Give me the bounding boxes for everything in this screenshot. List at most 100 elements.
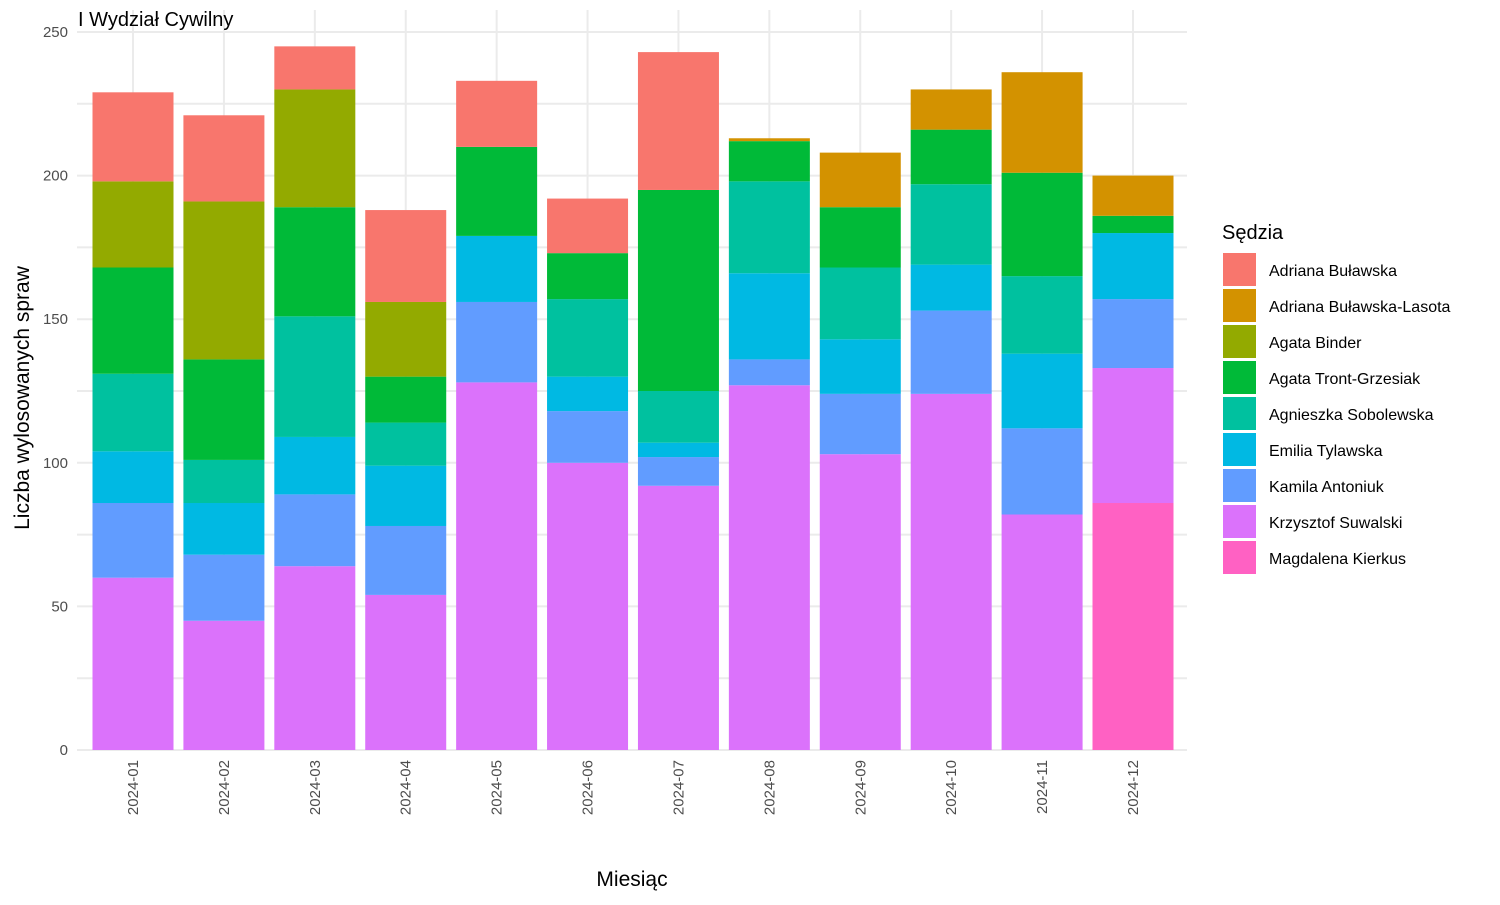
bar-segment <box>819 393 901 455</box>
bar-segment <box>365 210 447 302</box>
x-tick-label: 2024-04 <box>398 760 415 815</box>
bar-segment <box>365 422 447 466</box>
bar-segment <box>1001 72 1083 173</box>
x-tick-label: 2024-12 <box>1125 760 1142 815</box>
bar-segment <box>365 594 447 750</box>
bar-segment <box>365 376 447 423</box>
bar-segment <box>274 316 356 437</box>
bar-segment <box>1092 503 1174 750</box>
x-tick-label: 2024-08 <box>761 760 778 815</box>
bar-segment <box>183 503 265 555</box>
bar-segment <box>1001 353 1083 429</box>
bar-segment <box>819 152 901 208</box>
x-tick-label: 2024-02 <box>216 760 233 815</box>
bar-segment <box>910 310 992 394</box>
bar-segment <box>547 462 629 750</box>
bar-segment <box>274 207 356 317</box>
bar-segment <box>274 566 356 750</box>
legend-label: Adriana Buławska <box>1269 263 1397 280</box>
bar-segment <box>274 46 356 90</box>
bar-segment <box>728 359 810 386</box>
bar-segment <box>1001 276 1083 354</box>
y-tick-label: 150 <box>43 311 68 328</box>
y-axis-title: Liczba wylosowanych spraw <box>11 265 34 530</box>
bar-segment <box>1092 215 1174 234</box>
bar-segment <box>819 207 901 268</box>
bar-segment <box>1092 233 1174 300</box>
bar-segment <box>547 253 629 300</box>
x-tick-label: 2024-11 <box>1034 760 1051 814</box>
bar-segment <box>1001 514 1083 750</box>
x-tick-label: 2024-06 <box>580 760 597 815</box>
bar-segment <box>456 301 538 383</box>
legend-swatch <box>1223 541 1256 574</box>
bar-segment <box>547 411 629 463</box>
y-tick-label: 100 <box>43 455 68 472</box>
y-tick-label: 50 <box>51 598 68 615</box>
bar-segment <box>183 620 265 750</box>
legend-swatch <box>1223 325 1256 358</box>
bar-segment <box>728 138 810 142</box>
x-tick-label: 2024-09 <box>852 760 869 815</box>
bar-segment <box>910 264 992 311</box>
legend: Sędzia Adriana Buławska Adriana Buławska-… <box>1222 222 1451 574</box>
bar-segment <box>456 80 538 147</box>
legend-label: Agnieszka Sobolewska <box>1269 407 1434 424</box>
legend-swatch <box>1223 505 1256 538</box>
y-axis: 0 50 100 150 200 250 <box>43 24 68 759</box>
bar-segment <box>183 554 265 621</box>
bar-segment <box>92 503 174 578</box>
bar-segment <box>547 376 629 412</box>
legend-label: Kamila Antoniuk <box>1269 479 1385 496</box>
bar-segment <box>456 235 538 302</box>
bar-segment <box>92 451 174 504</box>
legend-swatch <box>1223 361 1256 394</box>
bar-segment <box>1092 175 1174 216</box>
x-tick-label: 2024-05 <box>489 760 506 815</box>
legend-swatch <box>1223 397 1256 430</box>
bar-segment <box>910 393 992 750</box>
legend-label: Emilia Tylawska <box>1269 443 1383 460</box>
x-tick-label: 2024-03 <box>307 760 324 815</box>
bar-segment <box>1001 428 1083 515</box>
bar-segment <box>728 385 810 750</box>
legend-label: Krzysztof Suwalski <box>1269 515 1402 532</box>
x-tick-label: 2024-10 <box>943 760 960 815</box>
bar-segment <box>910 129 992 185</box>
bar-segment <box>1092 299 1174 369</box>
bar-segment <box>819 267 901 340</box>
bar-segment <box>92 373 174 452</box>
bar-segment <box>547 299 629 377</box>
bar-segment <box>910 89 992 130</box>
bar-segment <box>92 92 174 182</box>
bar-segment <box>819 454 901 750</box>
bar-segment <box>910 184 992 265</box>
bar-segment <box>183 201 265 360</box>
bar-segment <box>183 359 265 460</box>
bar-segment <box>637 442 719 458</box>
y-tick-label: 250 <box>43 24 68 41</box>
y-tick-label: 200 <box>43 168 68 185</box>
bar-segment <box>92 267 174 374</box>
bar-segment <box>274 89 356 208</box>
bar-segment <box>819 339 901 394</box>
x-axis-title: Miesiąc <box>596 868 667 891</box>
bar-segment <box>728 141 810 182</box>
legend-swatch <box>1223 289 1256 322</box>
bar-segment <box>637 457 719 486</box>
bar-segment <box>637 391 719 443</box>
legend-label: Magdalena Kierkus <box>1269 551 1406 568</box>
bar-segment <box>637 189 719 391</box>
bar-segment <box>637 52 719 190</box>
x-tick-label: 2024-01 <box>125 760 142 815</box>
bar-segment <box>637 485 719 750</box>
legend-label: Agata Tront-Grzesiak <box>1269 371 1421 388</box>
y-tick-label: 0 <box>60 742 68 759</box>
bar-segment <box>456 382 538 750</box>
legend-title: Sędzia <box>1222 222 1284 244</box>
legend-label: Agata Binder <box>1269 335 1362 352</box>
bar-segment <box>92 181 174 268</box>
bar-segment <box>274 494 356 567</box>
